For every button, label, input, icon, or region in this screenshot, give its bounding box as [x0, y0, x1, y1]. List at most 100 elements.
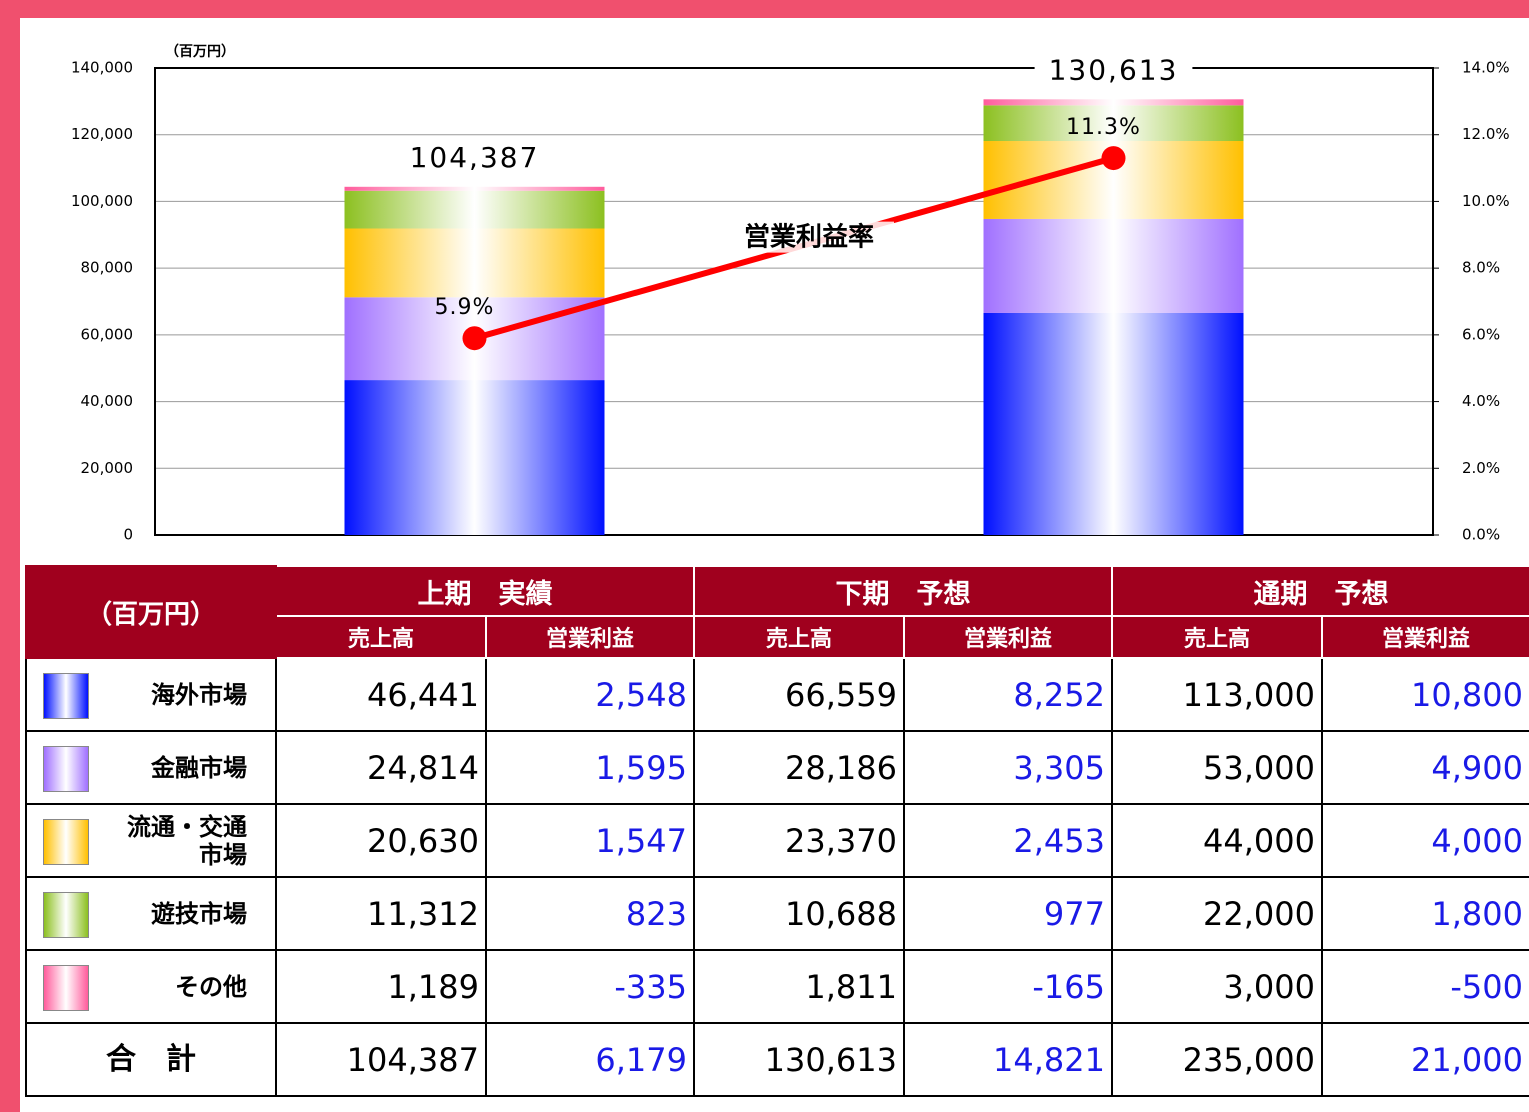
row-label: 遊技市場	[25, 876, 277, 951]
cell: 23,370	[693, 803, 905, 878]
legend-swatch	[43, 892, 89, 938]
y-tick-label: 140,000	[71, 59, 133, 77]
chart: （百万円） 0 20,000 40,000 60,000 80,000 100,000 12…	[71, 44, 1510, 544]
cell: 823	[485, 876, 695, 951]
bar-segment	[983, 99, 1244, 106]
cell: 113,000	[1111, 657, 1323, 732]
total-label-bg	[1034, 53, 1193, 87]
cell: 1,547	[485, 803, 695, 878]
cell: -500	[1321, 949, 1529, 1024]
subheader: 売上高	[1111, 615, 1323, 659]
y2-tick-label: 6.0%	[1462, 325, 1500, 343]
cell: 977	[903, 876, 1113, 951]
cell: 46,441	[275, 657, 487, 732]
legend-swatch	[43, 673, 89, 719]
cell: 2,548	[485, 657, 695, 732]
y2-tick-label: 10.0%	[1462, 192, 1510, 210]
subheader: 営業利益	[903, 615, 1113, 659]
y-tick-label: 40,000	[81, 392, 134, 410]
legend-swatch	[43, 819, 89, 865]
cell: 104,387	[275, 1022, 487, 1097]
cell: 1,595	[485, 730, 695, 805]
subheader: 営業利益	[1321, 615, 1529, 659]
row-label: その他	[25, 949, 277, 1024]
data-label: 11.3%	[1066, 115, 1141, 140]
cell: 44,000	[1111, 803, 1323, 878]
row-label: 海外市場	[25, 657, 277, 732]
cell: 28,186	[693, 730, 905, 805]
y-axis-label: （百万円）	[165, 44, 235, 60]
cell: 8,252	[903, 657, 1113, 732]
cell: 10,800	[1321, 657, 1529, 732]
line-point	[462, 326, 487, 351]
y2-tick-label: 4.0%	[1462, 392, 1500, 410]
group-header: 通期 予想	[1111, 565, 1529, 617]
cell: -165	[903, 949, 1113, 1024]
cell: 1,800	[1321, 876, 1529, 951]
bar-segment	[344, 380, 605, 535]
cell: 3,305	[903, 730, 1113, 805]
y-tick-label: 120,000	[71, 125, 133, 143]
cell: 6,179	[485, 1022, 695, 1097]
row-label: 流通・交通 市場	[25, 803, 277, 878]
cell: -335	[485, 949, 695, 1024]
y-tick-label: 100,000	[71, 192, 133, 210]
y2-tick-label: 14.0%	[1462, 59, 1510, 77]
cell: 22,000	[1111, 876, 1323, 951]
subheader-row: 売上高 営業利益 売上高 営業利益 売上高 営業利益	[26, 615, 1529, 659]
total-label: 130,613	[1049, 53, 1179, 86]
cell: 235,000	[1111, 1022, 1323, 1097]
bar-segment	[344, 186, 605, 191]
cell: 4,900	[1321, 730, 1529, 805]
row-label: 金融市場	[25, 730, 277, 805]
cell: 21,000	[1321, 1022, 1529, 1097]
legend-swatch	[43, 965, 89, 1011]
cell: 20,630	[275, 803, 487, 878]
header-row: （百万円） 上期 実績 下期 予想 通期 予想	[25, 565, 1529, 659]
cell: 53,000	[1111, 730, 1323, 805]
cell: 1,189	[275, 949, 487, 1024]
cell: 66,559	[693, 657, 905, 732]
cell: 14,821	[903, 1022, 1113, 1097]
subheader: 売上高	[693, 615, 905, 659]
cell: 130,613	[693, 1022, 905, 1097]
group-header: 上期 実績	[275, 565, 695, 617]
subheader: 営業利益	[485, 615, 695, 659]
subheader: 売上高	[275, 615, 487, 659]
cell: 24,814	[275, 730, 487, 805]
y-tick-label: 80,000	[81, 259, 134, 277]
cell: 11,312	[275, 876, 487, 951]
bar-segment	[983, 218, 1244, 313]
bar-segment	[983, 312, 1244, 535]
cell: 10,688	[693, 876, 905, 951]
group-header: 下期 予想	[693, 565, 1113, 617]
cell: 2,453	[903, 803, 1113, 878]
y-tick-label: 60,000	[81, 325, 134, 343]
table-row: 合 計 104,387 6,179 130,613 14,821 235,000 21,00…	[25, 1022, 1529, 1097]
line-point	[1101, 146, 1126, 171]
cell: 4,000	[1321, 803, 1529, 878]
cell: 1,811	[693, 949, 905, 1024]
total-label-bg	[395, 140, 554, 174]
table-row: その他 1,189 -335 1,811 -165 3,000 -500	[25, 949, 1529, 1024]
table-row: 流通・交通 市場 20,630 1,547 23,370 2,453 44,000 4,00…	[25, 803, 1529, 878]
row-label: 合 計	[25, 1022, 277, 1097]
plot-border	[154, 67, 1434, 536]
series-label-bg	[723, 221, 895, 253]
bar-segment	[344, 190, 605, 229]
series-label: 営業利益率	[744, 222, 874, 253]
data-label: 5.9%	[435, 295, 495, 320]
total-label: 104,387	[410, 141, 540, 174]
bar-segment	[983, 105, 1244, 142]
table-row: 金融市場 24,814 1,595 28,186 3,305 53,000 4,900	[25, 730, 1529, 805]
table-row: 遊技市場 11,312 823 10,688 977 22,000 1,800	[25, 876, 1529, 951]
data-table: （百万円） 上期 実績 下期 予想 通期 予想 売上高 営業利益 売上高 営業利益 売上高 営業利…	[25, 565, 1529, 1097]
y2-tick-label: 12.0%	[1462, 125, 1510, 143]
y2-tick-label: 0.0%	[1462, 526, 1500, 544]
legend-swatch	[43, 746, 89, 792]
y-tick-label: 20,000	[81, 459, 134, 477]
cell: 3,000	[1111, 949, 1323, 1024]
corner-header: （百万円）	[25, 565, 277, 659]
bar-segment	[344, 228, 605, 298]
